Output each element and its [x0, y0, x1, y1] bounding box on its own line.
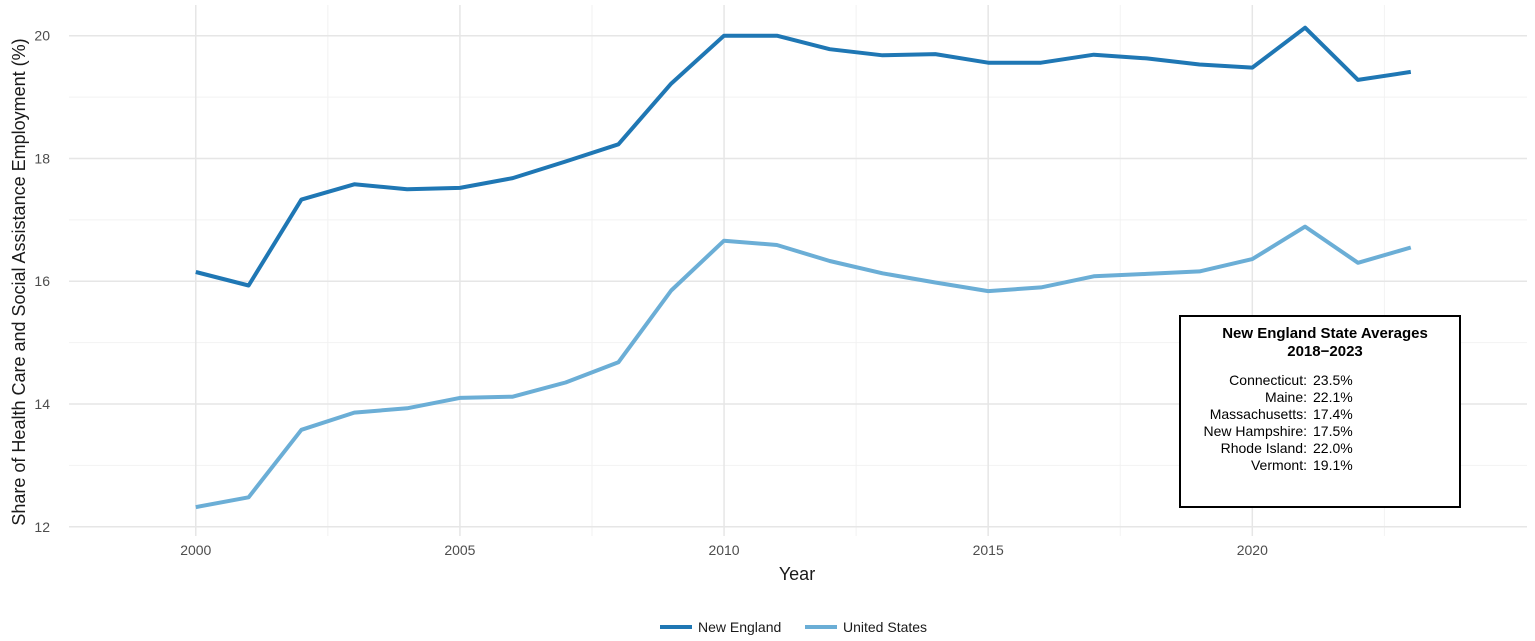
state-average-value: 22.1% — [1313, 389, 1353, 405]
state-average-value: 19.1% — [1313, 457, 1353, 473]
x-axis-title: Year — [779, 564, 815, 584]
y-tick-label: 12 — [34, 519, 50, 535]
state-name: Maine: — [1265, 389, 1307, 405]
series-lines — [195, 25, 1412, 510]
state-name: Massachusetts: — [1210, 406, 1307, 422]
x-tick-label: 2015 — [973, 542, 1004, 558]
state-name: New Hampshire: — [1204, 423, 1307, 439]
x-tick-label: 2005 — [444, 542, 475, 558]
state-name: Vermont: — [1251, 457, 1307, 473]
y-tick-label: 18 — [34, 150, 50, 166]
y-tick-label: 20 — [34, 28, 50, 44]
y-tick-label: 16 — [34, 273, 50, 289]
state-averages-box: New England State Averages 2018−2023 Con… — [1179, 315, 1461, 508]
state-average-value: 17.5% — [1313, 423, 1353, 439]
series-line-new-england — [195, 25, 1412, 288]
legend-label-new-england: New England — [698, 619, 781, 635]
state-name: Rhode Island: — [1221, 440, 1307, 456]
state-averages-box-border — [1179, 315, 1461, 508]
state-average-value: 22.0% — [1313, 440, 1353, 456]
legend-label-united-states: United States — [843, 619, 927, 635]
state-average-value: 17.4% — [1313, 406, 1353, 422]
state-name: Connecticut: — [1229, 372, 1307, 388]
x-axis-tick-labels: 2000 2005 2010 2015 2020 — [180, 542, 1268, 558]
state-averages-period: 2018−2023 — [1287, 343, 1363, 360]
y-axis-title: Share of Health Care and Social Assistan… — [9, 38, 29, 525]
x-tick-label: 2000 — [180, 542, 211, 558]
state-average-value: 23.5% — [1313, 372, 1353, 388]
y-tick-label: 14 — [34, 396, 50, 412]
y-axis-tick-labels: 12 14 16 18 20 — [34, 28, 50, 535]
minor-gridlines — [69, 5, 1527, 536]
x-tick-label: 2020 — [1237, 542, 1268, 558]
series-line-united-states — [195, 224, 1412, 510]
legend: New England United States — [660, 619, 927, 635]
state-averages-rows: Connecticut: 23.5% Maine: 22.1% Massachusett… — [1204, 372, 1353, 473]
x-tick-label: 2010 — [708, 542, 739, 558]
state-averages-title: New England State Averages — [1222, 325, 1428, 342]
